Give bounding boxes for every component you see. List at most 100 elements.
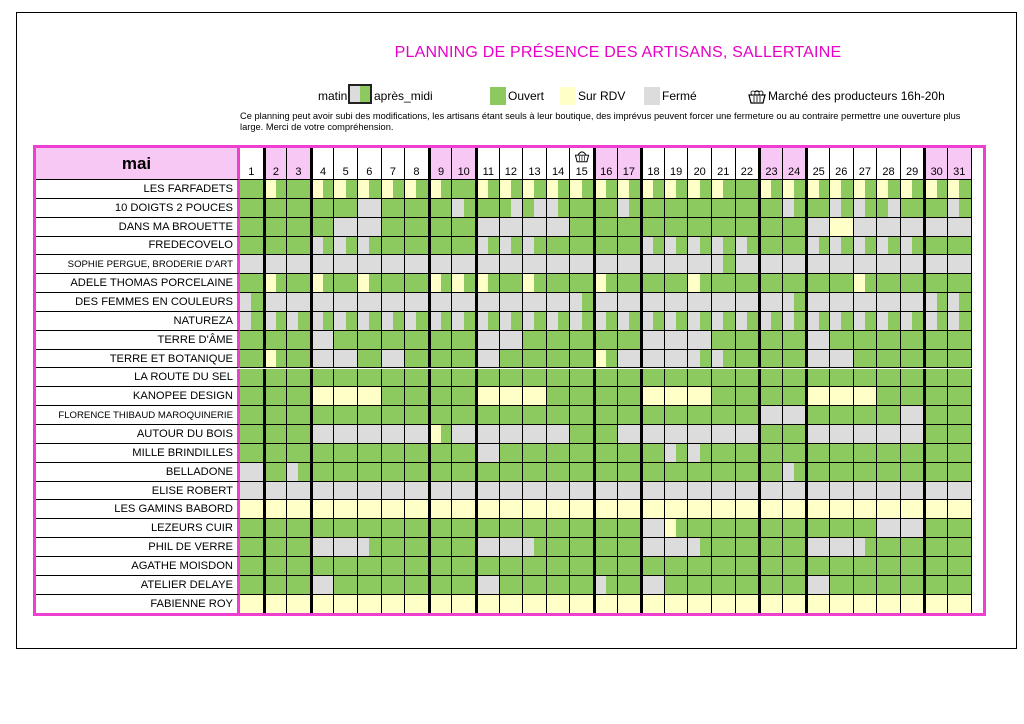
afternoon-slot (841, 349, 853, 368)
day-cell (806, 500, 830, 520)
morning-slot (546, 330, 559, 349)
morning-slot (358, 406, 370, 425)
day-cell (428, 274, 453, 294)
morning-slot (334, 180, 346, 198)
day-cell (735, 575, 760, 595)
morning-slot (240, 406, 252, 425)
day-cell (617, 443, 642, 463)
day-cell (523, 538, 547, 557)
day-cell (263, 274, 288, 294)
day-cell (287, 311, 311, 331)
morning-slot (334, 481, 346, 500)
day-cell (617, 180, 642, 199)
morning-slot (523, 406, 535, 425)
afternoon-slot (746, 538, 759, 556)
artisan-name: FLORENCE THIBAUD MAROQUINERIE (36, 406, 240, 426)
afternoon-slot (606, 274, 617, 293)
day-cell (334, 443, 358, 463)
afternoon-slot (488, 462, 499, 481)
day-cell (830, 236, 854, 256)
morning-slot (430, 274, 442, 293)
day-cell (476, 330, 500, 350)
morning-slot (877, 274, 889, 293)
day-header-24: 24 (782, 148, 807, 180)
morning-slot (452, 406, 464, 425)
day-cell (712, 217, 736, 237)
afternoon-slot (606, 519, 617, 538)
day-cell (287, 557, 311, 576)
day-cell (712, 557, 736, 576)
morning-slot (240, 236, 252, 255)
afternoon-slot (488, 481, 499, 500)
afternoon-slot (392, 462, 405, 481)
day-cell (263, 538, 288, 557)
day-cell (853, 594, 878, 614)
afternoon-slot (841, 519, 853, 538)
day-cell (948, 330, 972, 350)
legend-rdv-label: Sur RDV (578, 89, 626, 103)
morning-slot (688, 443, 700, 462)
day-header-3: 3 (287, 148, 311, 180)
morning-slot (830, 406, 842, 425)
morning-slot (926, 274, 937, 293)
afternoon-slot (818, 198, 829, 217)
day-cell (499, 594, 524, 614)
day-cell (641, 406, 665, 426)
morning-slot (381, 538, 393, 556)
day-cell (570, 387, 594, 407)
afternoon-slot (345, 443, 357, 462)
afternoon-slot (959, 538, 971, 556)
day-cell (712, 406, 736, 426)
day-cell (263, 406, 288, 426)
afternoon-slot (818, 481, 829, 500)
morning-slot (546, 311, 559, 330)
morning-slot (570, 349, 582, 368)
morning-slot (808, 538, 819, 556)
day-cell (759, 368, 783, 388)
basket-icon (748, 90, 766, 104)
day-cell (641, 180, 665, 199)
morning-slot (596, 443, 607, 462)
afternoon-slot (771, 500, 782, 519)
afternoon-slot (746, 198, 759, 217)
afternoon-slot (771, 198, 782, 217)
afternoon-slot (510, 575, 523, 594)
day-cell (853, 538, 878, 557)
morning-slot (405, 217, 417, 236)
morning-slot (546, 575, 559, 594)
morning-slot (499, 198, 511, 217)
afternoon-slot (746, 387, 759, 406)
afternoon-slot (653, 425, 664, 443)
day-cell (570, 198, 594, 218)
afternoon-slot (653, 557, 664, 575)
afternoon-slot (275, 500, 287, 519)
page-title: PLANNING DE PRÉSENCE DES ARTISANS, SALLE… (394, 44, 842, 61)
morning-slot (478, 311, 489, 330)
morning-slot (948, 236, 960, 255)
afternoon-slot (558, 557, 570, 575)
day-header-6: 6 (358, 148, 382, 180)
day-cell (499, 311, 524, 331)
morning-slot (381, 368, 393, 387)
afternoon-slot (936, 311, 947, 330)
morning-slot (830, 198, 842, 217)
day-cell (759, 538, 783, 557)
morning-slot (570, 462, 582, 481)
day-cell (664, 538, 689, 557)
artisan-name: LA ROUTE DU SEL (36, 368, 240, 388)
sheet-border (16, 12, 1017, 649)
morning-slot (312, 255, 324, 274)
afternoon-slot (653, 349, 664, 368)
morning-slot (948, 217, 960, 236)
morning-slot (287, 519, 299, 538)
morning-slot (430, 538, 442, 556)
morning-slot (664, 538, 677, 556)
day-cell (948, 236, 972, 256)
day-cell (405, 425, 429, 444)
morning-slot (546, 519, 559, 538)
day-cell (853, 330, 878, 350)
afternoon-slot (323, 217, 334, 236)
morning-slot (688, 594, 700, 613)
day-cell (287, 462, 311, 482)
day-cell (334, 481, 358, 501)
